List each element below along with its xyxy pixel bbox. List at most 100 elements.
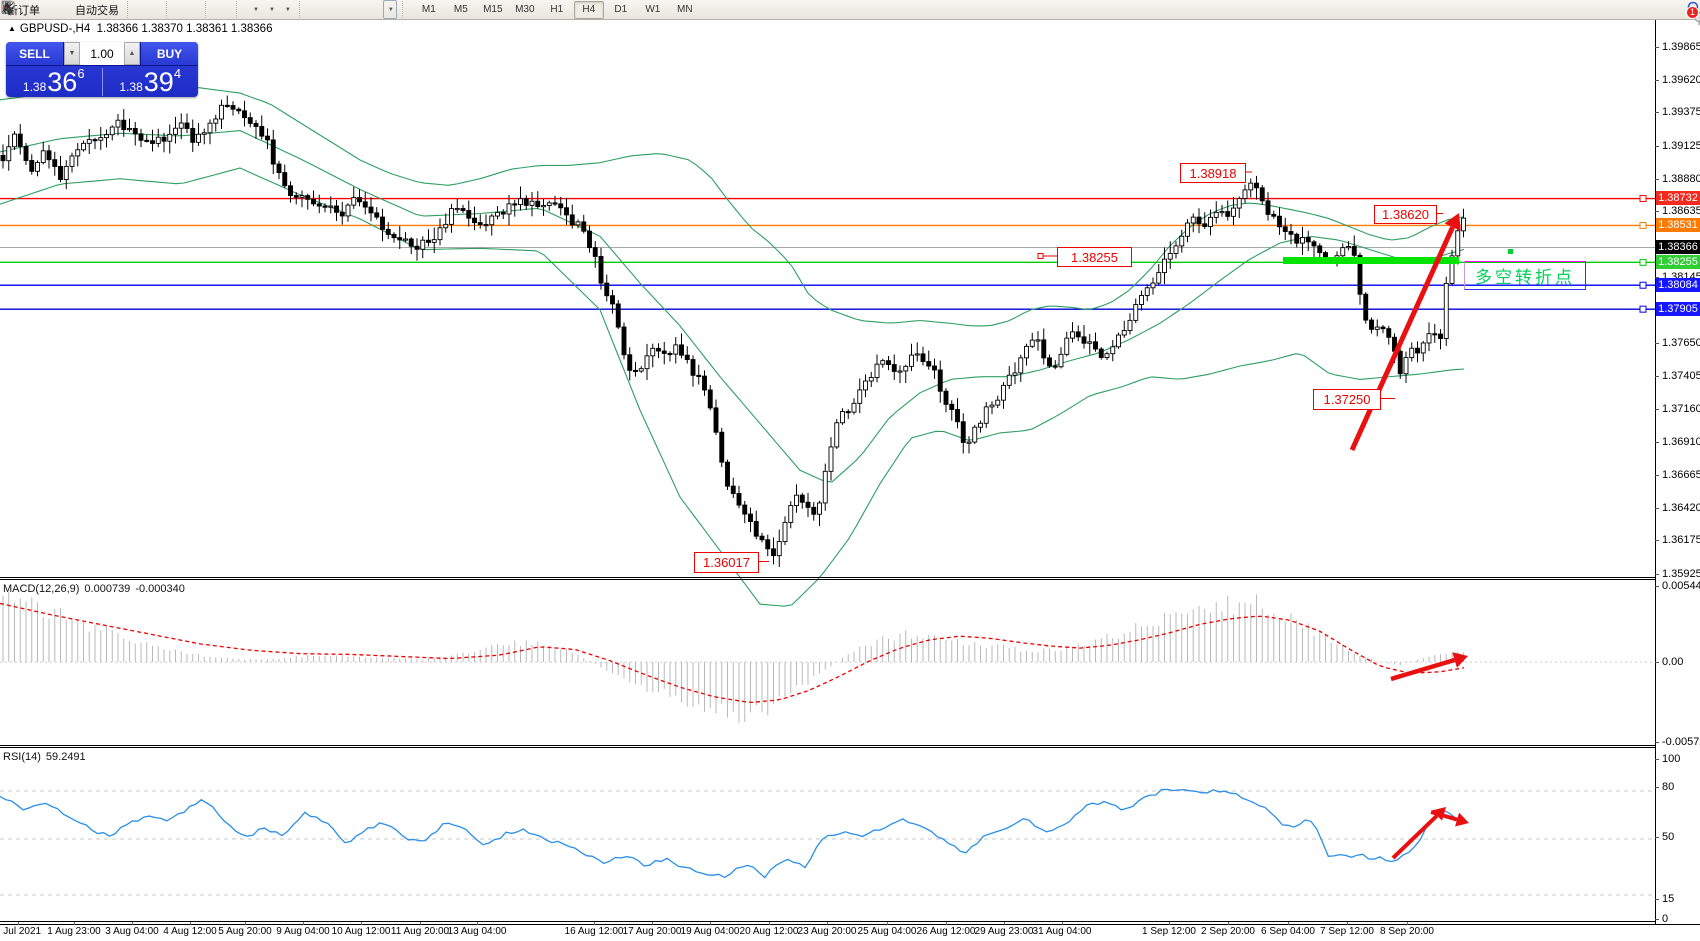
trend-arrow[interactable] (1452, 652, 1468, 668)
trend-arrow[interactable] (1444, 213, 1461, 231)
zoom-out-button[interactable] (2, 0, 192, 19)
sell-button[interactable]: SELL (6, 42, 63, 65)
time-tick-label: 6 Sep 04:00 (1261, 926, 1315, 937)
fibonacci-button[interactable]: F (2, 0, 365, 19)
volume-increase-button[interactable]: ▲ (124, 42, 140, 65)
bb_middle-line (0, 130, 1465, 483)
new-order-button-label: 新订单 (7, 4, 40, 17)
buy-button[interactable]: BUY (141, 42, 198, 65)
time-tick-label: 1 Sep 12:00 (1142, 926, 1196, 937)
price-annotation-label[interactable]: 1.38620 (1374, 205, 1437, 224)
chevron-down-icon[interactable]: ▼ (268, 6, 275, 13)
text-annotation[interactable]: 多空转折点 (1464, 261, 1586, 290)
sell-price: 1.38 36 6 (22, 66, 85, 97)
cursor-button[interactable] (5, 0, 317, 19)
timeframe-w1-button[interactable]: W1 (645, 4, 661, 15)
notification-badge: 1 (1686, 5, 1699, 19)
time-tick-label: 1 Aug 23:00 (47, 926, 101, 937)
volume-decrease-button[interactable]: ▼ (64, 42, 80, 65)
hline-handle[interactable] (1639, 195, 1647, 203)
timeframe-d1-button[interactable]: D1 (614, 4, 628, 15)
hline-handle[interactable] (1639, 281, 1647, 289)
rsi-tick-label: 80 (1662, 781, 1675, 793)
time-tick-label: 31 Aug 04:00 (1032, 926, 1092, 937)
timeframe-m5-button[interactable]: M5 (453, 4, 468, 15)
volume-input[interactable] (80, 42, 124, 65)
rsi-tick-label: 50 (1662, 831, 1675, 843)
price-tick-label: 1.36665 (1662, 469, 1700, 481)
autotrade-button[interactable]: 自动交易 (1, 0, 122, 19)
timeframe-m15-button[interactable]: M15 (483, 4, 503, 15)
price-badge: 1.38084 (1656, 278, 1700, 292)
navigator-button[interactable] (2, 0, 67, 19)
chevron-down-icon[interactable]: ▼ (253, 6, 259, 13)
crosshair-button[interactable] (2, 0, 325, 19)
rsi-line (0, 788, 1467, 879)
panel-toggle-icon[interactable]: ▲ (8, 24, 16, 33)
support-zone-bar[interactable] (1283, 257, 1459, 264)
price-annotation-label[interactable]: 1.36017 (694, 552, 759, 573)
time-tick-label: 8 Sep 20:00 (1380, 926, 1434, 937)
rsi-tick-label: 100 (1662, 753, 1681, 765)
tile-windows-button[interactable] (2, 0, 200, 19)
toolbar-separator (166, 1, 174, 18)
trendline-button[interactable] (2, 0, 349, 19)
trend-arrow[interactable] (1455, 812, 1469, 827)
hline-handle[interactable] (1639, 258, 1647, 266)
timeframe-m30-button[interactable]: M30 (515, 4, 535, 15)
toolbar-separator (127, 1, 135, 18)
templates-button[interactable]: ▼ (1, 0, 294, 19)
price-tick-label: 1.36420 (1662, 502, 1700, 514)
text-button[interactable]: A (4, 0, 373, 19)
price-annotation-label[interactable]: 1.38918 (1180, 163, 1246, 183)
macd-signal-line (0, 602, 1465, 704)
line-chart-button[interactable] (1, 0, 161, 19)
toolbar-separator (236, 1, 244, 18)
volume-field: ▼ ▲ (63, 42, 141, 65)
price-tick-label: 1.39375 (1662, 106, 1700, 118)
chevron-down-icon[interactable]: ▼ (284, 6, 291, 13)
svg-text:A: A (4, 1, 14, 16)
time-tick-label: 17 Aug 20:00 (622, 926, 682, 937)
price-badge: 1.38366 (1656, 240, 1700, 254)
time-tick-label: 16 Aug 12:00 (564, 926, 624, 937)
chart-shift-button[interactable] (4, 0, 223, 19)
indicators-button[interactable]: ▼ (1, 0, 262, 19)
price-badge: 1.38732 (1656, 191, 1700, 205)
price-annotation-label[interactable]: 1.37250 (1313, 389, 1381, 410)
bar-chart-button[interactable] (2, 0, 145, 19)
hline-handle[interactable] (1639, 221, 1647, 229)
macd-indicator-label: MACD(12,26,9) 0.000739 -0.000340 (3, 583, 185, 595)
time-tick-label: 9 Aug 04:00 (276, 926, 330, 937)
time-tick-label: 25 Aug 04:00 (857, 926, 917, 937)
price-badge: 1.38255 (1656, 255, 1700, 269)
buy-price: 1.38 39 4 (119, 66, 182, 97)
timeframe-h1-button[interactable]: H1 (550, 4, 564, 15)
price-badge: 1.38531 (1656, 218, 1700, 232)
hline-handle[interactable] (1639, 305, 1647, 313)
vertical-line-button[interactable] (7, 0, 333, 19)
svg-text:E: E (10, 11, 14, 16)
timeframe-mn-button[interactable]: MN (677, 4, 693, 15)
annotation-anchor-handle[interactable] (1508, 249, 1513, 254)
market-watch-button[interactable] (1, 0, 59, 19)
macd-tick-label: 0.005444 (1662, 580, 1700, 592)
text-label-button[interactable]: T (1, 0, 381, 19)
arrows-button[interactable]: ▼ (2, 0, 397, 19)
zoom-in-button[interactable] (2, 0, 184, 19)
time-tick-label: 9 Jul 2021 (0, 926, 42, 937)
equidistant-channel-button[interactable]: E (1, 0, 357, 19)
timeframe-m1-button[interactable]: M1 (421, 4, 436, 15)
price-annotation-label[interactable]: 1.38255 (1057, 247, 1132, 267)
candlestick-chart-button[interactable] (2, 0, 153, 19)
chevron-down-icon[interactable]: ▼ (387, 6, 394, 13)
timeframe-h4-button[interactable]: H4 (573, 0, 604, 19)
chart-tool-button[interactable] (1, 0, 51, 19)
price-tick-label: 1.39620 (1662, 74, 1700, 86)
time-tick-label: 19 Aug 04:00 (680, 926, 740, 937)
horizontal-line-button[interactable] (2, 0, 341, 19)
periods-button[interactable]: ▼ (2, 0, 278, 19)
auto-scroll-button[interactable] (2, 0, 231, 19)
time-tick-label: 29 Aug 23:00 (974, 926, 1034, 937)
